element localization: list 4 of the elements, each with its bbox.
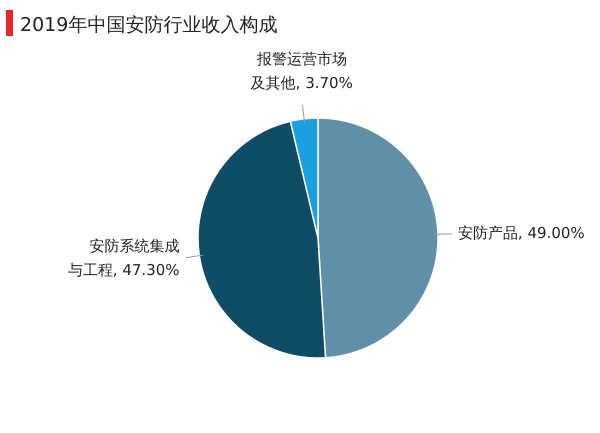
slice-label: 报警运营市场及其他, 3.70% (250, 48, 353, 94)
slice-label: 安防系统集成与工程, 47.30% (68, 236, 180, 281)
chart-title: 2019年中国安防行业收入构成 (20, 14, 278, 36)
slice-label: 安防产品, 49.00% (458, 222, 585, 244)
